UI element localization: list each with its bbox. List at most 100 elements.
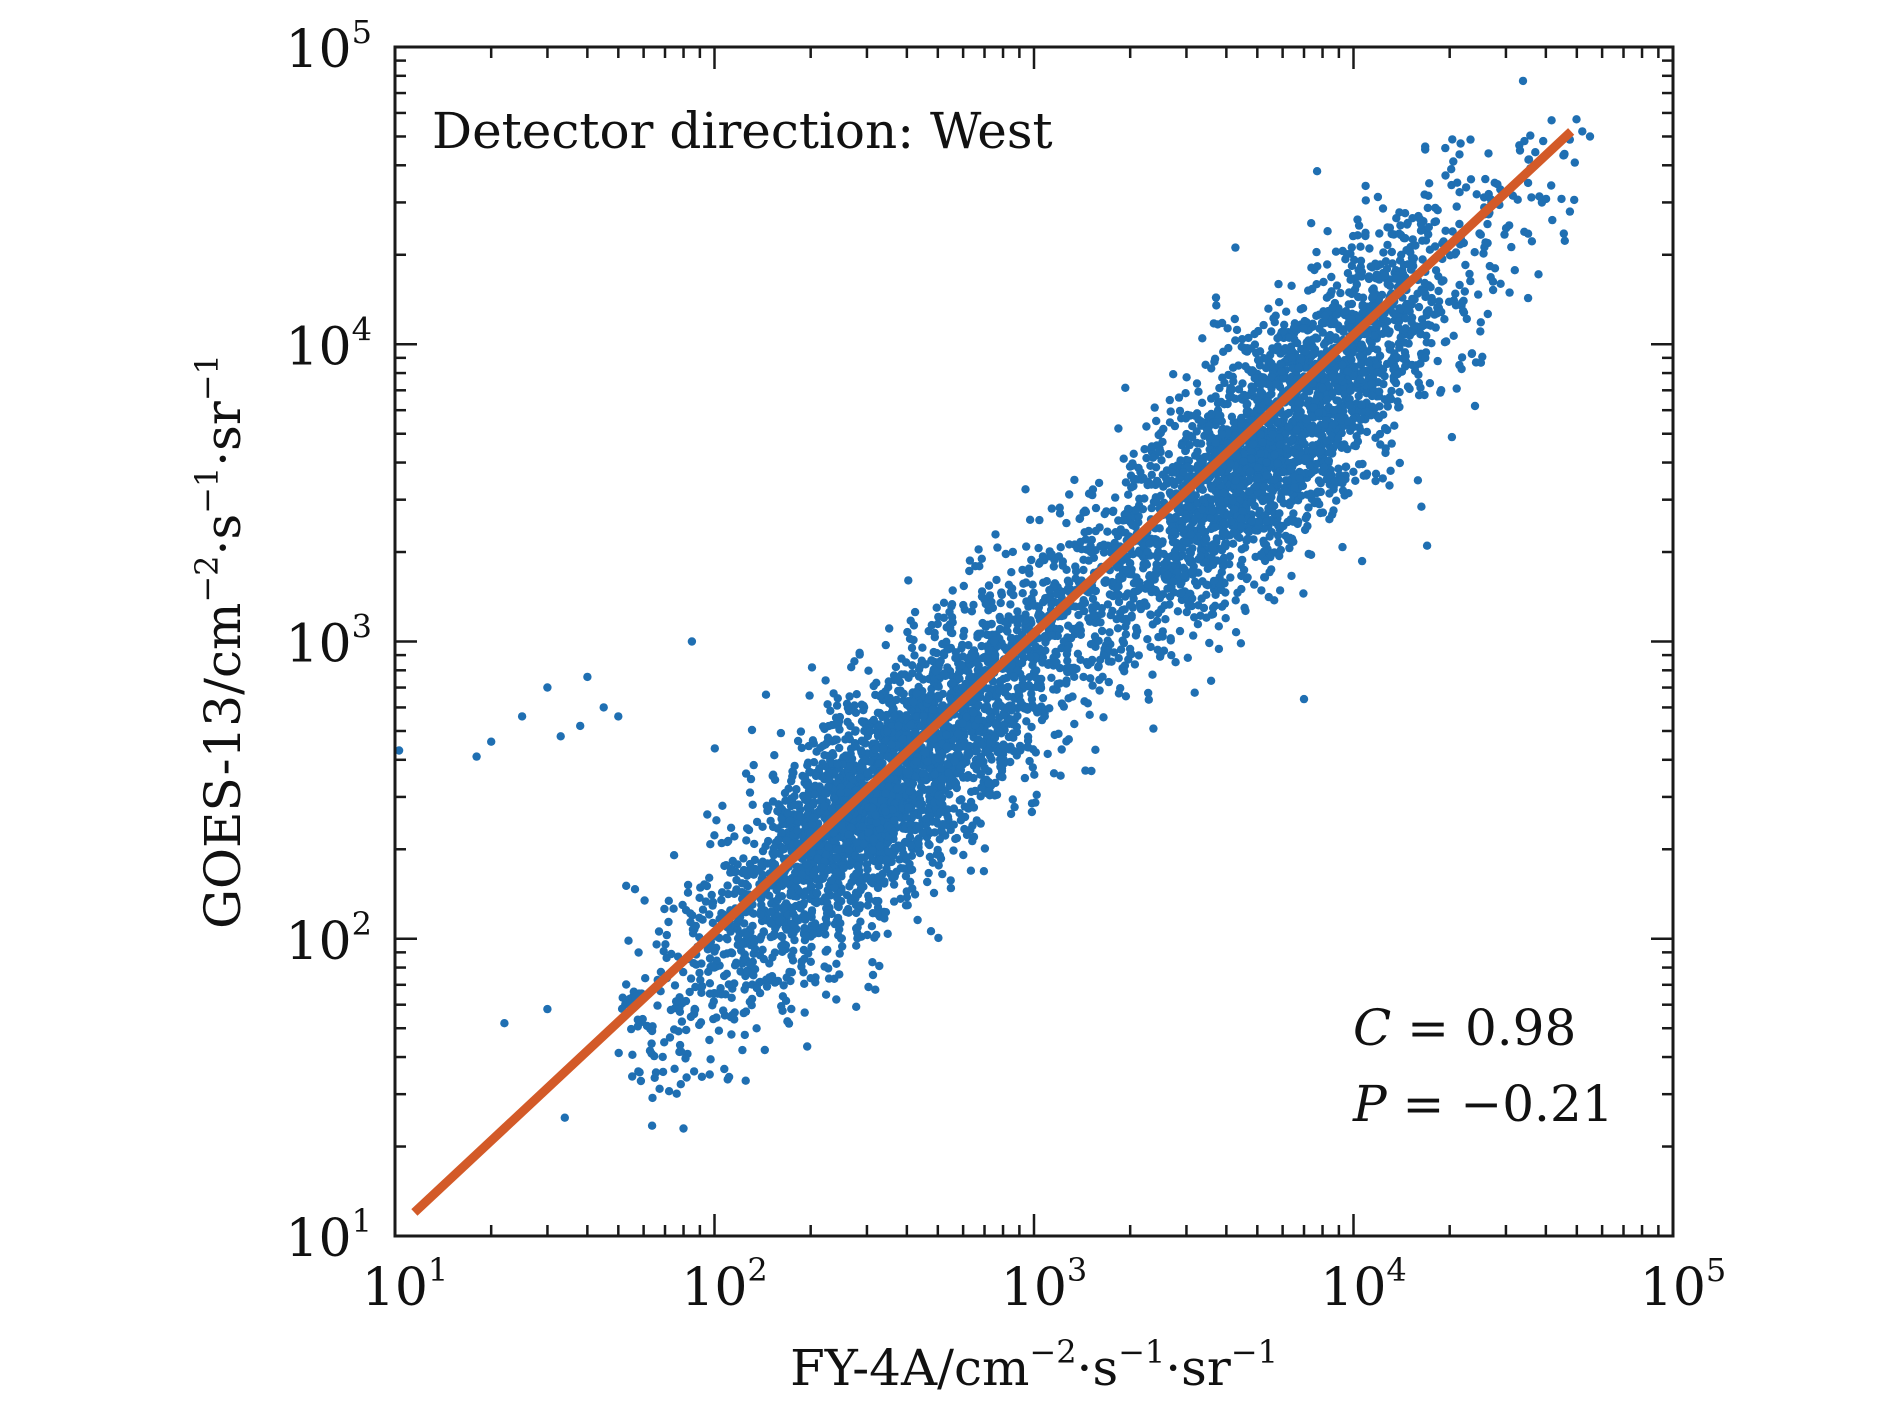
data-point	[1246, 416, 1256, 425]
data-point	[825, 775, 834, 785]
data-point	[1193, 447, 1202, 456]
data-point	[1336, 475, 1346, 484]
data-point	[823, 898, 832, 907]
data-point	[723, 881, 732, 890]
data-point	[1369, 284, 1378, 293]
data-point	[949, 846, 958, 855]
data-point	[1351, 476, 1360, 485]
data-point	[1535, 192, 1544, 201]
data-point	[635, 1068, 644, 1077]
data-point	[936, 807, 945, 817]
data-point	[1371, 469, 1381, 478]
data-point	[1069, 665, 1078, 675]
data-point	[1025, 569, 1034, 578]
data-point	[1020, 773, 1030, 783]
data-point	[1260, 556, 1270, 566]
data-point	[1238, 379, 1247, 388]
data-point	[1006, 809, 1016, 819]
data-point	[1401, 352, 1410, 361]
data-point	[730, 832, 739, 841]
data-point	[1176, 588, 1186, 598]
data-point	[1559, 151, 1568, 160]
data-point	[1462, 314, 1472, 324]
data-point	[1133, 626, 1142, 636]
data-point	[1192, 464, 1201, 473]
data-point	[910, 651, 919, 660]
data-point	[1466, 276, 1475, 286]
data-point	[902, 893, 912, 902]
data-point	[884, 782, 894, 791]
data-point	[938, 820, 948, 829]
data-point	[1541, 194, 1551, 204]
data-point	[1237, 584, 1246, 594]
data-point	[884, 677, 893, 686]
data-point	[939, 598, 949, 607]
data-point	[905, 832, 915, 841]
data-point	[821, 990, 831, 999]
data-point	[873, 883, 883, 893]
data-point	[807, 663, 817, 672]
data-point	[1064, 735, 1074, 744]
data-point	[779, 981, 788, 990]
data-point	[1182, 538, 1192, 547]
data-point	[1049, 769, 1059, 778]
data-point	[696, 975, 705, 985]
data-point	[1228, 539, 1238, 548]
data-point	[1447, 165, 1456, 174]
data-point	[1114, 654, 1123, 663]
data-point	[789, 768, 798, 777]
data-point	[765, 973, 774, 982]
data-point	[847, 663, 856, 672]
data-point	[1047, 550, 1056, 559]
data-point	[1417, 502, 1426, 511]
data-point	[1158, 627, 1168, 636]
data-point	[737, 888, 747, 897]
data-point	[1070, 719, 1079, 729]
data-point	[912, 712, 921, 721]
data-point	[1322, 293, 1332, 302]
data-point	[993, 543, 1002, 552]
data-point	[712, 816, 721, 825]
data-point	[1459, 308, 1469, 317]
data-point	[991, 778, 1000, 788]
data-point	[976, 770, 985, 779]
data-point	[1112, 615, 1121, 624]
data-point	[686, 974, 696, 983]
data-point	[916, 782, 926, 791]
data-point	[824, 782, 833, 791]
data-point	[1422, 308, 1431, 317]
data-point	[1140, 445, 1149, 454]
data-point	[1441, 226, 1450, 235]
data-point	[990, 733, 1000, 742]
data-point	[717, 838, 726, 848]
data-point	[705, 1035, 714, 1045]
data-point	[864, 891, 873, 901]
data-point	[1189, 631, 1198, 640]
data-point	[1231, 336, 1240, 345]
data-point	[1347, 289, 1357, 299]
data-point	[960, 802, 969, 811]
data-point	[1213, 489, 1222, 499]
data-point	[1018, 565, 1027, 575]
data-point	[719, 1006, 728, 1015]
data-point	[1470, 248, 1479, 257]
data-point	[1009, 590, 1018, 600]
data-point	[1349, 422, 1358, 432]
data-point	[958, 640, 967, 650]
data-point	[989, 636, 999, 646]
data-point	[1098, 672, 1107, 681]
data-point	[1466, 135, 1475, 144]
data-point	[1271, 380, 1280, 389]
data-point	[1116, 684, 1125, 693]
data-point	[1378, 474, 1388, 483]
data-point	[1004, 692, 1013, 701]
data-point	[1441, 143, 1450, 153]
data-point	[1395, 387, 1404, 397]
data-point	[1015, 614, 1024, 624]
data-point	[1173, 607, 1183, 616]
data-point	[1262, 471, 1272, 480]
data-point	[937, 774, 947, 784]
data-point	[1518, 76, 1528, 86]
data-point	[1264, 304, 1273, 313]
data-point	[1231, 628, 1241, 637]
